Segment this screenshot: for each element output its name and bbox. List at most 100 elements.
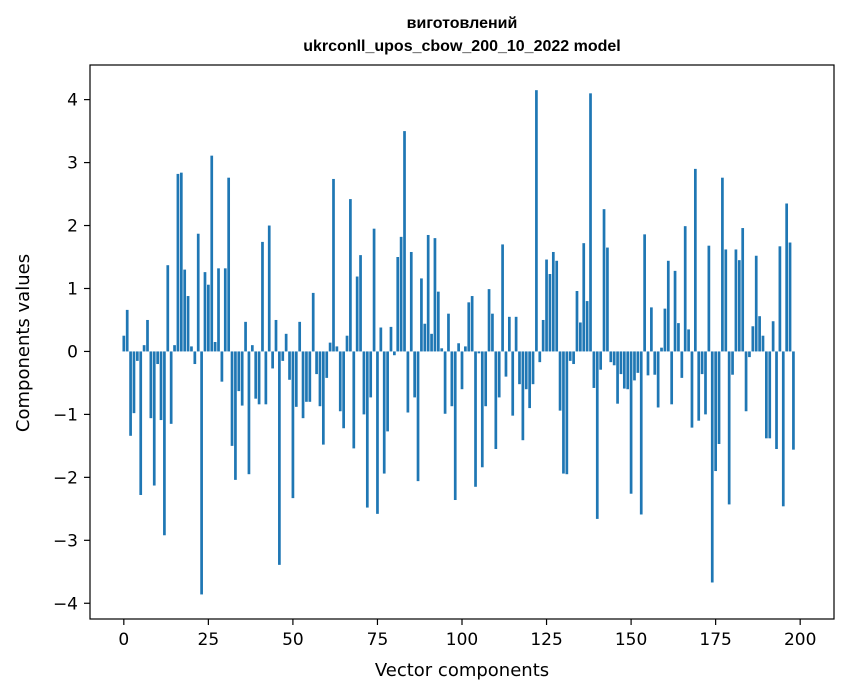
- bar: [639, 351, 643, 515]
- bar: [467, 302, 471, 352]
- x-axis-label: Vector components: [375, 660, 549, 681]
- bar: [585, 301, 589, 352]
- bar: [409, 251, 413, 352]
- x-tick-label: 100: [446, 630, 478, 650]
- bar: [288, 351, 291, 380]
- bar: [721, 177, 724, 352]
- bar: [129, 351, 132, 436]
- bar: [244, 321, 247, 352]
- bar: [602, 209, 606, 352]
- bar: [541, 319, 545, 352]
- bar: [480, 351, 484, 468]
- bar: [345, 335, 349, 352]
- bar: [220, 351, 224, 382]
- bar: [179, 172, 183, 352]
- bar: [436, 291, 440, 352]
- bar: [254, 351, 258, 399]
- bar: [152, 351, 156, 486]
- bar: [301, 351, 305, 419]
- bar: [589, 93, 592, 352]
- bar: [389, 326, 393, 352]
- x-tick-label: 0: [118, 630, 129, 650]
- bar: [149, 351, 153, 419]
- bar: [758, 316, 761, 352]
- bar: [697, 351, 701, 421]
- bar: [430, 333, 433, 352]
- bar: [403, 131, 406, 352]
- bar: [190, 346, 193, 352]
- bar: [670, 351, 674, 405]
- bar: [213, 342, 217, 352]
- bar: [778, 246, 782, 352]
- bar: [423, 323, 427, 352]
- bar: [267, 225, 271, 352]
- bar: [677, 323, 680, 352]
- x-tick-label: 200: [784, 630, 816, 650]
- bar: [562, 351, 565, 474]
- bar: [575, 291, 579, 352]
- bar: [125, 309, 129, 352]
- bar: [673, 270, 677, 352]
- bar: [470, 296, 474, 352]
- bar: [551, 251, 555, 352]
- bar: [768, 351, 772, 439]
- bar: [349, 199, 352, 352]
- bar: [284, 333, 288, 352]
- bar: [579, 322, 582, 352]
- bar: [139, 351, 143, 495]
- bar: [507, 316, 511, 352]
- bar: [531, 351, 535, 385]
- bar: [464, 346, 467, 352]
- bar: [704, 351, 707, 415]
- x-tick-label: 175: [699, 630, 731, 650]
- bar: [650, 307, 653, 352]
- bar: [599, 351, 603, 370]
- bar: [281, 351, 285, 361]
- bar: [450, 351, 454, 407]
- bar: [494, 351, 498, 450]
- bar: [230, 351, 234, 446]
- bar: [359, 255, 362, 352]
- bar: [504, 351, 508, 377]
- bar: [568, 351, 572, 361]
- bar: [261, 241, 264, 352]
- bar: [666, 260, 670, 352]
- bar: [646, 351, 650, 376]
- bar: [487, 289, 491, 352]
- bar: [761, 335, 765, 352]
- bar: [477, 351, 481, 354]
- bar: [447, 313, 450, 352]
- bar: [433, 238, 437, 352]
- bar: [643, 234, 646, 352]
- bar: [785, 203, 789, 352]
- bar: [298, 321, 302, 352]
- y-axis-ticks: −4 −3 −2 −1 0 1 2 3 4: [53, 91, 90, 614]
- chart-title-line-1: виготовлений: [407, 15, 518, 32]
- bar: [619, 351, 623, 375]
- bar: [497, 351, 501, 398]
- bar: [163, 351, 166, 536]
- bar: [748, 351, 751, 358]
- bar: [511, 351, 515, 416]
- bar: [257, 351, 261, 405]
- bar: [548, 274, 552, 352]
- y-tick-label: −1: [53, 405, 78, 425]
- bar: [406, 351, 410, 413]
- bar: [386, 351, 389, 432]
- bar: [207, 284, 210, 352]
- bar: [788, 242, 792, 352]
- bar-series: [122, 90, 795, 595]
- bar: [365, 351, 369, 508]
- bar: [792, 351, 795, 450]
- bar: [453, 351, 457, 501]
- bar: [379, 327, 383, 352]
- bar: [683, 226, 687, 352]
- bar: [234, 351, 237, 480]
- bar: [237, 351, 241, 392]
- bar: [626, 351, 630, 390]
- bar: [332, 178, 335, 352]
- y-tick-label: 3: [67, 154, 78, 174]
- bar: [369, 351, 373, 398]
- bar: [754, 255, 758, 352]
